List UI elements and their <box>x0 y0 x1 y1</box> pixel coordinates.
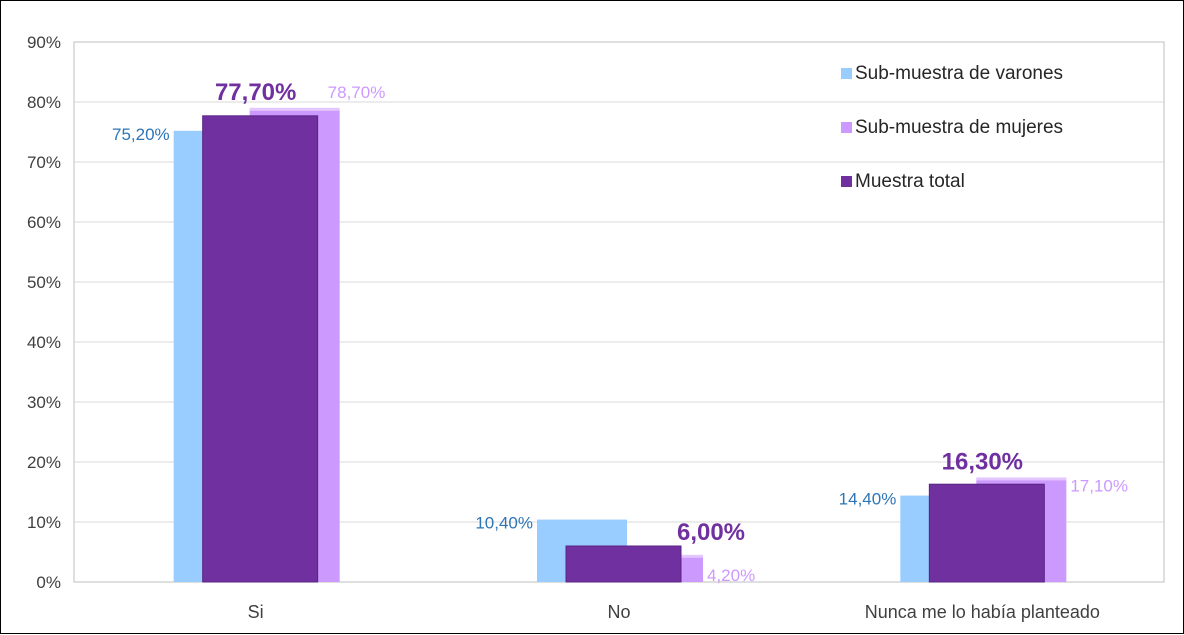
data-label-varones: 10,40% <box>475 514 533 533</box>
data-label-mujeres: 78,70% <box>328 83 386 102</box>
bar-highlight <box>976 477 1067 481</box>
bar-muestra-total-2 <box>928 483 1045 583</box>
y-tick-label: 30% <box>27 393 61 412</box>
legend-label: Sub-muestra de mujeres <box>855 117 1063 138</box>
data-label-total: 77,70% <box>215 79 296 106</box>
y-tick-label: 60% <box>27 213 61 232</box>
bar-muestra-total-0 <box>202 115 319 583</box>
data-label-total: 6,00% <box>677 519 745 546</box>
y-tick-label: 70% <box>27 153 61 172</box>
data-label-total: 16,30% <box>942 448 1023 475</box>
x-category-label: Si <box>248 602 264 622</box>
bar-highlight <box>249 107 340 111</box>
legend-label: Muestra total <box>855 171 965 192</box>
x-category-label: No <box>607 602 630 622</box>
legend-swatch <box>841 176 852 187</box>
data-label-varones: 14,40% <box>839 490 897 509</box>
legend-swatch <box>841 122 852 133</box>
y-tick-label: 80% <box>27 93 61 112</box>
y-tick-label: 50% <box>27 273 61 292</box>
legend-label: Sub-muestra de varones <box>855 63 1063 84</box>
bar-muestra-total-1 <box>565 545 682 583</box>
y-tick-label: 90% <box>27 33 61 52</box>
y-tick-label: 0% <box>36 573 61 592</box>
legend-swatch <box>841 68 852 79</box>
y-tick-label: 40% <box>27 333 61 352</box>
data-label-mujeres: 17,10% <box>1070 476 1128 495</box>
y-tick-label: 10% <box>27 513 61 532</box>
y-tick-label: 20% <box>27 453 61 472</box>
x-category-label: Nunca me lo había planteado <box>865 602 1100 622</box>
data-label-mujeres: 4,20% <box>707 566 755 585</box>
data-label-varones: 75,20% <box>112 125 170 144</box>
